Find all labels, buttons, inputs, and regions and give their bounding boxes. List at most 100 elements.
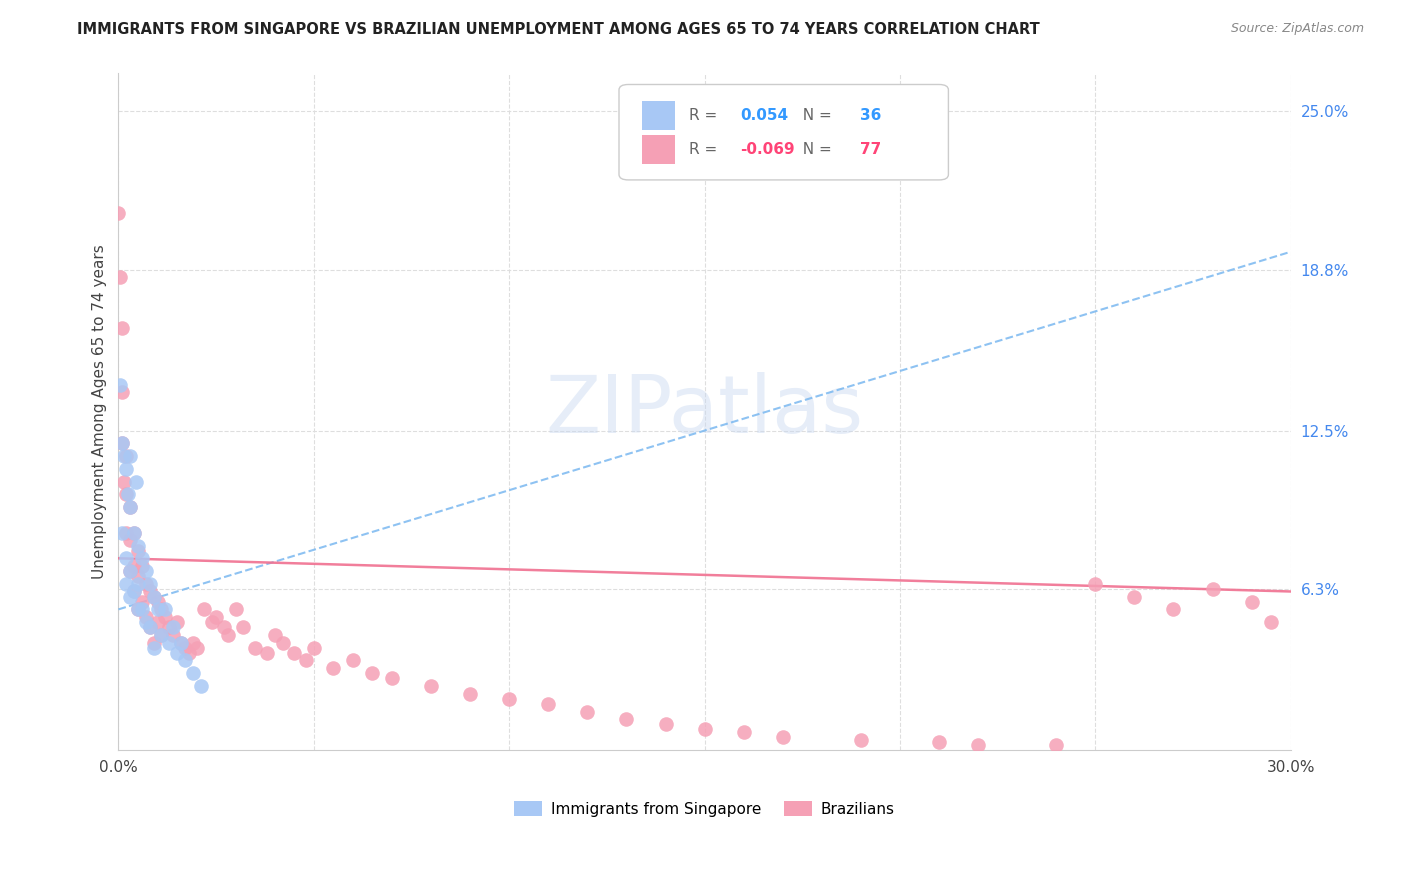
Legend: Immigrants from Singapore, Brazilians: Immigrants from Singapore, Brazilians xyxy=(508,795,901,823)
Point xyxy=(155,610,177,624)
Point xyxy=(110,270,132,285)
Text: ZIPatlas: ZIPatlas xyxy=(546,373,863,450)
Point xyxy=(186,640,208,655)
Point xyxy=(120,564,142,578)
Point xyxy=(122,525,145,540)
Point xyxy=(135,564,157,578)
Point xyxy=(693,723,716,737)
Point xyxy=(498,691,520,706)
Text: N =: N = xyxy=(793,108,837,123)
Point xyxy=(142,640,165,655)
Point xyxy=(142,635,165,649)
Point xyxy=(117,487,139,501)
Point xyxy=(271,635,294,649)
Point xyxy=(173,653,195,667)
Point xyxy=(111,436,134,450)
Point xyxy=(201,615,224,629)
Point xyxy=(122,584,145,599)
Point xyxy=(127,569,149,583)
Point xyxy=(112,475,135,489)
Point xyxy=(420,679,443,693)
Text: 36: 36 xyxy=(860,108,882,123)
Point xyxy=(263,628,285,642)
Point xyxy=(170,635,193,649)
Point xyxy=(225,602,247,616)
Point xyxy=(342,653,364,667)
Point xyxy=(212,620,235,634)
Point xyxy=(120,564,142,578)
Point xyxy=(1045,738,1067,752)
Point xyxy=(135,610,157,624)
Bar xyxy=(643,102,675,130)
Point xyxy=(928,735,950,749)
Point xyxy=(135,577,157,591)
Point xyxy=(127,602,149,616)
Point xyxy=(166,646,188,660)
Point xyxy=(127,577,149,591)
Point xyxy=(122,525,145,540)
Point xyxy=(1163,602,1185,616)
Point xyxy=(157,620,180,634)
Point xyxy=(131,602,153,616)
Point xyxy=(1123,590,1146,604)
Point xyxy=(135,615,157,629)
Text: IMMIGRANTS FROM SINGAPORE VS BRAZILIAN UNEMPLOYMENT AMONG AGES 65 TO 74 YEARS CO: IMMIGRANTS FROM SINGAPORE VS BRAZILIAN U… xyxy=(77,22,1040,37)
Point xyxy=(458,687,481,701)
Point xyxy=(381,671,404,685)
Text: 77: 77 xyxy=(860,142,882,157)
Point xyxy=(107,206,129,220)
Text: R =: R = xyxy=(689,142,723,157)
Text: 0.054: 0.054 xyxy=(740,108,787,123)
Point xyxy=(111,321,134,335)
Point xyxy=(131,595,153,609)
Point xyxy=(120,449,142,463)
Point xyxy=(120,533,142,548)
Point xyxy=(1084,577,1107,591)
Point xyxy=(125,475,148,489)
Point xyxy=(849,732,872,747)
Point xyxy=(115,577,138,591)
Point xyxy=(115,525,138,540)
Text: R =: R = xyxy=(689,108,723,123)
Point xyxy=(142,590,165,604)
Point xyxy=(322,661,344,675)
Text: N =: N = xyxy=(793,142,837,157)
Point xyxy=(232,620,254,634)
Point xyxy=(193,602,215,616)
Point xyxy=(127,543,149,558)
Point xyxy=(217,628,239,642)
Point xyxy=(146,602,169,616)
Point xyxy=(131,558,153,573)
Point xyxy=(110,377,132,392)
Point xyxy=(150,602,173,616)
Point xyxy=(361,666,384,681)
Point xyxy=(155,602,177,616)
Y-axis label: Unemployment Among Ages 65 to 74 years: Unemployment Among Ages 65 to 74 years xyxy=(93,244,107,579)
Point xyxy=(181,666,204,681)
Point xyxy=(150,628,173,642)
Point xyxy=(162,628,184,642)
Text: Source: ZipAtlas.com: Source: ZipAtlas.com xyxy=(1230,22,1364,36)
Point xyxy=(654,717,676,731)
Point xyxy=(181,635,204,649)
Bar xyxy=(643,136,675,163)
Point xyxy=(127,602,149,616)
Point xyxy=(115,551,138,566)
Point xyxy=(1260,615,1282,629)
Point xyxy=(142,590,165,604)
Point xyxy=(122,558,145,573)
Point xyxy=(111,385,134,400)
Point xyxy=(111,525,134,540)
Point xyxy=(112,449,135,463)
Point xyxy=(295,653,318,667)
Point xyxy=(283,646,305,660)
Point xyxy=(190,679,212,693)
Point xyxy=(111,436,134,450)
Point xyxy=(115,449,138,463)
Point xyxy=(120,500,142,515)
Text: -0.069: -0.069 xyxy=(740,142,794,157)
Point xyxy=(150,628,173,642)
Point xyxy=(166,615,188,629)
Point xyxy=(616,712,638,726)
Point xyxy=(138,577,160,591)
